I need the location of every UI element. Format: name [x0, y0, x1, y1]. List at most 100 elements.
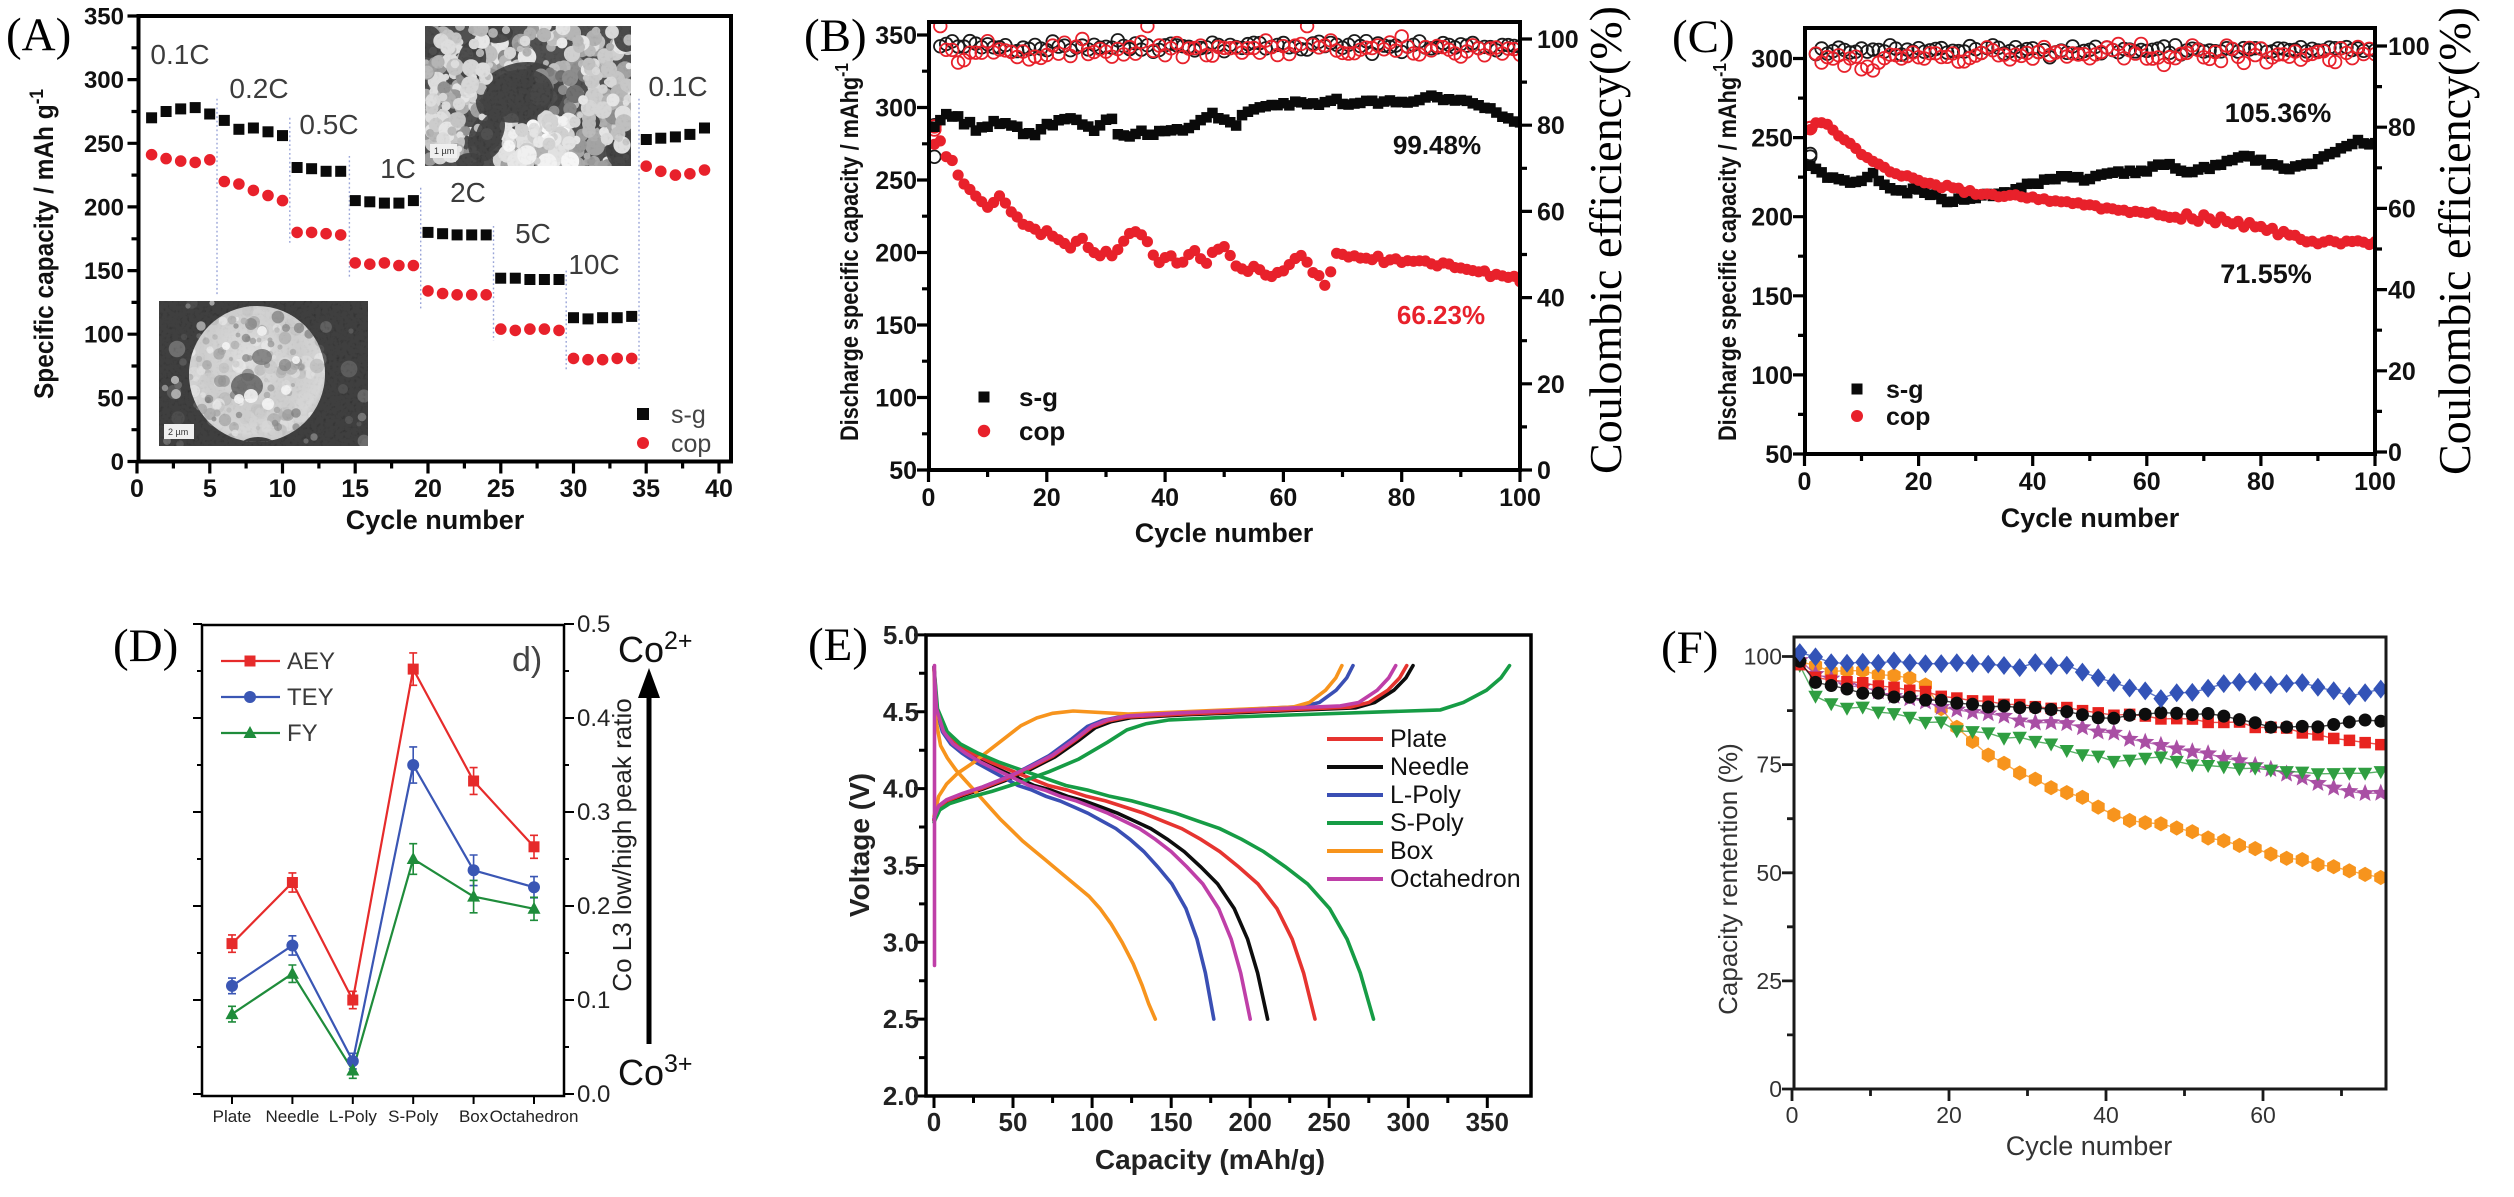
svg-text:40: 40 — [1537, 285, 1565, 313]
svg-text:L-Poly: L-Poly — [1390, 781, 1461, 809]
svg-text:250: 250 — [875, 167, 917, 195]
svg-text:Discharge specific capacity /: Discharge specific capacity / mAhg-1 — [832, 63, 864, 441]
svg-text:100: 100 — [1070, 1107, 1113, 1137]
svg-text:0: 0 — [1798, 468, 1812, 496]
svg-text:350: 350 — [84, 4, 124, 31]
svg-text:100: 100 — [1744, 644, 1782, 670]
svg-text:Octahedron: Octahedron — [490, 1107, 579, 1126]
svg-text:S-Poly: S-Poly — [388, 1107, 439, 1126]
svg-text:25: 25 — [1756, 968, 1782, 994]
svg-text:(C): (C) — [1672, 11, 1735, 63]
svg-text:40: 40 — [2388, 277, 2416, 305]
svg-text:60: 60 — [2133, 468, 2161, 496]
svg-text:350: 350 — [875, 22, 917, 50]
svg-text:5: 5 — [203, 475, 217, 503]
svg-text:(E): (E) — [808, 619, 868, 671]
svg-text:150: 150 — [84, 258, 124, 285]
svg-text:50: 50 — [999, 1107, 1028, 1137]
svg-text:20: 20 — [1033, 484, 1061, 512]
svg-text:0: 0 — [1537, 457, 1551, 485]
svg-text:20: 20 — [1537, 371, 1565, 399]
svg-text:150: 150 — [1751, 283, 1793, 311]
svg-text:Co2+: Co2+ — [618, 627, 693, 670]
svg-text:100: 100 — [1537, 26, 1579, 54]
svg-text:d): d) — [512, 641, 542, 679]
svg-text:60: 60 — [2388, 195, 2416, 223]
svg-text:80: 80 — [1388, 484, 1416, 512]
svg-text:35: 35 — [632, 475, 660, 503]
svg-text:250: 250 — [84, 131, 124, 158]
svg-text:Voltage (V): Voltage (V) — [844, 773, 875, 917]
svg-text:50: 50 — [889, 457, 917, 485]
svg-text:1 µm: 1 µm — [434, 146, 454, 156]
svg-text:300: 300 — [875, 95, 917, 123]
svg-text:0.2C: 0.2C — [229, 73, 288, 104]
svg-text:150: 150 — [1150, 1107, 1193, 1137]
svg-text:(B): (B) — [804, 10, 867, 62]
svg-text:(F): (F) — [1661, 622, 1718, 674]
svg-text:Needle: Needle — [265, 1107, 319, 1126]
svg-text:0.2: 0.2 — [577, 893, 610, 920]
svg-text:0: 0 — [922, 484, 936, 512]
svg-text:350: 350 — [1466, 1107, 1509, 1137]
svg-text:cop: cop — [671, 430, 711, 458]
svg-text:TEY: TEY — [287, 684, 334, 711]
svg-text:Capacity (mAh/g): Capacity (mAh/g) — [1095, 1144, 1325, 1175]
svg-text:Box: Box — [459, 1107, 489, 1126]
svg-text:100: 100 — [1751, 362, 1793, 390]
svg-text:200: 200 — [1751, 204, 1793, 232]
svg-text:s-g: s-g — [1019, 382, 1058, 412]
svg-text:60: 60 — [2250, 1102, 2276, 1128]
svg-text:50: 50 — [1756, 860, 1782, 886]
svg-text:Plate: Plate — [213, 1107, 252, 1126]
svg-text:5C: 5C — [515, 218, 551, 249]
svg-text:100: 100 — [1499, 484, 1541, 512]
svg-text:5.0: 5.0 — [883, 620, 919, 650]
svg-text:s-g: s-g — [671, 401, 706, 429]
svg-text:s-g: s-g — [1886, 376, 1924, 404]
svg-text:Plate: Plate — [1390, 725, 1447, 753]
svg-text:cop: cop — [1886, 403, 1930, 431]
svg-text:150: 150 — [875, 312, 917, 340]
svg-text:0: 0 — [1769, 1076, 1782, 1102]
svg-text:0: 0 — [130, 475, 144, 503]
svg-text:25: 25 — [487, 475, 515, 503]
svg-text:66.23%: 66.23% — [1397, 300, 1485, 330]
svg-text:80: 80 — [2247, 468, 2275, 496]
svg-text:100: 100 — [875, 385, 917, 413]
svg-text:L-Poly: L-Poly — [329, 1107, 378, 1126]
svg-text:S-Poly: S-Poly — [1390, 809, 1464, 837]
svg-text:(D): (D) — [113, 620, 178, 672]
svg-text:4.5: 4.5 — [883, 697, 919, 727]
svg-text:200: 200 — [1229, 1107, 1272, 1137]
svg-text:Coulombic efficiency(%): Coulombic efficiency(%) — [2429, 7, 2480, 475]
svg-text:200: 200 — [875, 240, 917, 268]
svg-text:100: 100 — [2388, 33, 2430, 61]
svg-text:105.36%: 105.36% — [2225, 98, 2332, 128]
svg-text:71.55%: 71.55% — [2220, 259, 2312, 289]
svg-text:0.5: 0.5 — [577, 611, 610, 638]
svg-text:0: 0 — [111, 449, 124, 476]
svg-text:100: 100 — [2354, 468, 2396, 496]
svg-text:40: 40 — [705, 475, 733, 503]
svg-text:40: 40 — [2093, 1102, 2119, 1128]
svg-text:60: 60 — [1537, 198, 1565, 226]
svg-text:Co L3 low/high peak ratio: Co L3 low/high peak ratio — [607, 698, 637, 991]
svg-text:15: 15 — [341, 475, 369, 503]
svg-text:300: 300 — [1387, 1107, 1430, 1137]
svg-text:20: 20 — [2388, 358, 2416, 386]
svg-text:0.1C: 0.1C — [150, 39, 209, 70]
svg-text:Needle: Needle — [1390, 753, 1469, 781]
svg-text:0.1C: 0.1C — [648, 71, 707, 102]
svg-text:200: 200 — [84, 194, 124, 221]
svg-text:Specific capacity / mAh g-1: Specific capacity / mAh g-1 — [27, 89, 59, 399]
svg-text:0.4: 0.4 — [577, 705, 610, 732]
svg-text:20: 20 — [414, 475, 442, 503]
svg-text:Cycle number: Cycle number — [1135, 518, 1314, 548]
svg-text:Cycle number: Cycle number — [2001, 503, 2180, 533]
svg-text:10: 10 — [269, 475, 297, 503]
svg-text:100: 100 — [84, 322, 124, 349]
svg-text:0.1: 0.1 — [577, 987, 610, 1014]
svg-text:2.0: 2.0 — [883, 1081, 919, 1111]
svg-text:FY: FY — [287, 720, 318, 747]
